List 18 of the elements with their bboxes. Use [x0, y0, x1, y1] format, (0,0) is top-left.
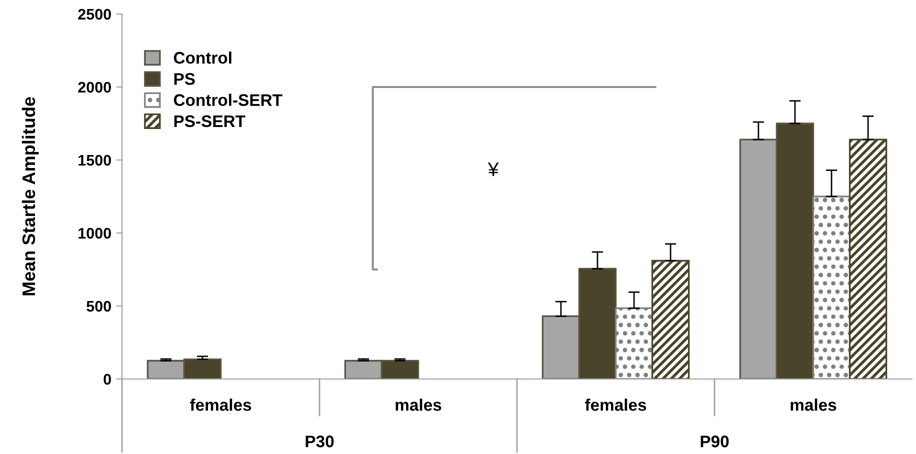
y-tick-label: 0: [104, 374, 111, 385]
y-tick-label: 2000: [78, 82, 111, 93]
legend-label: PS: [174, 73, 195, 85]
annotation: ¥: [488, 162, 499, 176]
text: P90: [700, 436, 729, 448]
x-tick-label: females: [584, 398, 646, 411]
legend-label: PS-SERT: [174, 115, 246, 128]
text: P30: [306, 436, 334, 448]
legend-label: Control-SERT: [174, 94, 282, 106]
y-tick-label: 500: [86, 300, 111, 312]
x-tick-label: females: [190, 398, 252, 411]
y-tick-label: 1000: [78, 228, 111, 239]
x-tick-label: males: [790, 398, 836, 411]
y-tick-label: 1500: [78, 154, 111, 166]
y-axis-title: Mean Startle Amplitude: [22, 97, 39, 296]
legend-label: Control: [174, 51, 232, 64]
y-tick-label: 2500: [78, 8, 111, 20]
x-tick-label: males: [396, 398, 442, 411]
